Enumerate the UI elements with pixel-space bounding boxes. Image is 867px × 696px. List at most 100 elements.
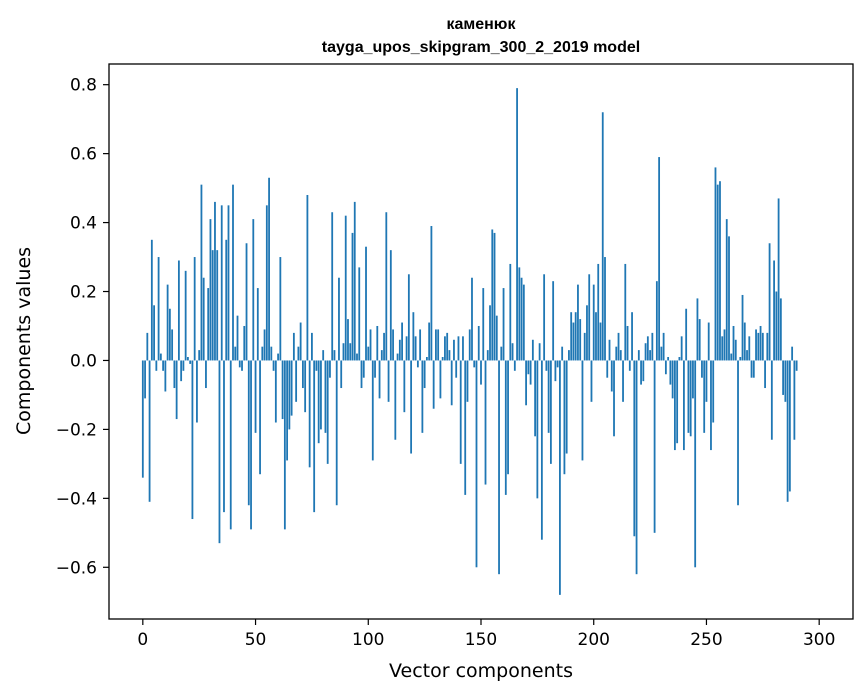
bar-20: [187, 357, 189, 361]
bar-81: [324, 360, 327, 433]
bar-240: [683, 360, 685, 451]
bar-73: [306, 194, 309, 361]
bar-118: [407, 274, 410, 361]
bar-147: [473, 360, 476, 368]
bar-93: [351, 232, 354, 361]
bar-171: [527, 360, 530, 375]
bar-285: [784, 360, 787, 402]
bar-108: [385, 212, 388, 361]
bar-94: [353, 201, 356, 361]
bar-274: [759, 325, 762, 361]
bar-151: [482, 288, 485, 361]
bar-241: [685, 308, 688, 361]
bar-103: [374, 360, 376, 378]
bar-68: [295, 360, 298, 402]
bar-256: [719, 181, 721, 361]
bar-276: [764, 360, 766, 389]
bar-162: [507, 360, 509, 475]
bar-16: [177, 260, 180, 361]
bar-179: [545, 360, 548, 371]
bar-6: [155, 360, 158, 371]
bar-194: [579, 319, 582, 361]
bar-111: [392, 329, 394, 361]
bar-29: [207, 288, 210, 361]
bar-141: [459, 360, 462, 464]
bar-11: [166, 284, 169, 361]
bar-277: [766, 332, 769, 361]
bar-136: [448, 350, 451, 361]
bar-78: [317, 360, 320, 444]
bar-34: [218, 360, 221, 544]
bar-79: [320, 360, 322, 430]
bar-174: [534, 360, 537, 437]
bar-25: [198, 350, 201, 361]
bar-232: [664, 360, 667, 375]
bar-288: [791, 346, 794, 361]
bar-216: [628, 360, 631, 371]
bar-252: [710, 360, 712, 451]
bar-154: [489, 305, 491, 361]
bar-230: [660, 346, 663, 361]
bar-122: [416, 360, 419, 368]
y-tick-label: 0.2: [70, 283, 97, 303]
bar-210: [615, 346, 618, 361]
bar-257: [721, 336, 724, 361]
bar-224: [646, 336, 649, 361]
bar-144: [466, 360, 469, 402]
bar-190: [570, 312, 573, 361]
bar-109: [387, 360, 390, 402]
bar-54: [263, 329, 266, 361]
bar-259: [725, 219, 728, 361]
bar-250: [705, 360, 708, 402]
bar-243: [689, 360, 692, 437]
bar-146: [471, 277, 473, 361]
bar-129: [432, 360, 435, 409]
bar-197: [586, 305, 588, 361]
bar-30: [209, 219, 212, 361]
bar-139: [455, 360, 458, 378]
bar-205: [604, 257, 606, 361]
bar-89: [342, 343, 345, 361]
bar-12: [168, 308, 171, 361]
bar-269: [748, 336, 751, 361]
x-tick-label: 0: [137, 630, 148, 650]
bar-163: [509, 263, 512, 361]
bar-40: [232, 184, 234, 361]
bar-242: [687, 360, 690, 433]
bar-83: [329, 360, 331, 378]
bar-31: [211, 250, 214, 361]
bar-142: [462, 336, 464, 361]
bar-200: [592, 284, 595, 361]
y-tick-label: 0.0: [70, 351, 97, 371]
bar-59: [274, 360, 277, 423]
bar-150: [480, 360, 482, 385]
bar-57: [270, 346, 273, 361]
bar-90: [344, 215, 347, 361]
bar-229: [658, 157, 661, 361]
bar-32: [214, 201, 216, 361]
bar-121: [414, 336, 417, 361]
bar-96: [358, 267, 361, 361]
bar-219: [635, 360, 638, 575]
bar-152: [484, 360, 487, 485]
bar-149: [477, 325, 480, 361]
bar-127: [428, 322, 431, 361]
bar-55: [265, 205, 268, 361]
bar-271: [752, 360, 755, 378]
bar-84: [331, 212, 334, 361]
bar-267: [743, 322, 746, 361]
bar-236: [673, 360, 676, 451]
bar-95: [356, 353, 358, 361]
bar-86: [335, 360, 338, 506]
bar-206: [606, 360, 609, 378]
bar-188: [565, 360, 568, 454]
bar-143: [464, 360, 467, 495]
bar-273: [757, 332, 760, 361]
bar-37: [225, 239, 228, 361]
bar-49: [252, 219, 255, 361]
bar-185: [559, 360, 561, 595]
bar-255: [716, 184, 719, 361]
bar-104: [376, 325, 379, 361]
bar-220: [637, 350, 640, 361]
bar-155: [491, 229, 494, 361]
